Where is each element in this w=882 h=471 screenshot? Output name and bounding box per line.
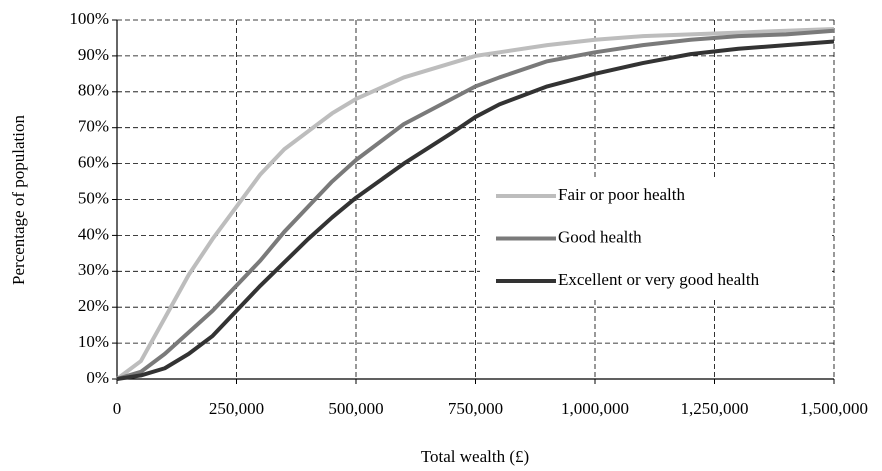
y-axis-label: Percentage of population	[9, 115, 28, 285]
legend-label: Good health	[558, 227, 642, 246]
legend-label: Excellent or very good health	[558, 270, 760, 289]
x-tick-label: 500,000	[328, 399, 383, 418]
series-line	[116, 28, 835, 381]
series-line	[116, 39, 835, 381]
x-tick-label: 750,000	[448, 399, 503, 418]
x-tick-label: 250,000	[209, 399, 264, 418]
x-axis-label: Total wealth (£)	[421, 447, 529, 466]
x-tick-label: 0	[113, 399, 122, 418]
y-tick-label: 50%	[78, 188, 109, 207]
y-tick-label: 40%	[78, 224, 109, 243]
y-tick-label: 70%	[78, 117, 109, 136]
legend-label: Fair or poor health	[558, 185, 685, 204]
series-line	[115, 26, 835, 381]
x-tick-label: 1,250,000	[681, 399, 749, 418]
x-tick-label: 1,500,000	[800, 399, 868, 418]
y-tick-label: 0%	[86, 368, 109, 387]
y-tick-label: 100%	[69, 9, 109, 28]
y-tick-label: 60%	[78, 153, 109, 172]
y-tick-label: 10%	[78, 332, 109, 351]
x-tick-label: 1,000,000	[561, 399, 629, 418]
y-tick-label: 90%	[78, 45, 109, 64]
y-tick-label: 20%	[78, 296, 109, 315]
y-tick-label: 30%	[78, 260, 109, 279]
y-tick-label: 80%	[78, 81, 109, 100]
